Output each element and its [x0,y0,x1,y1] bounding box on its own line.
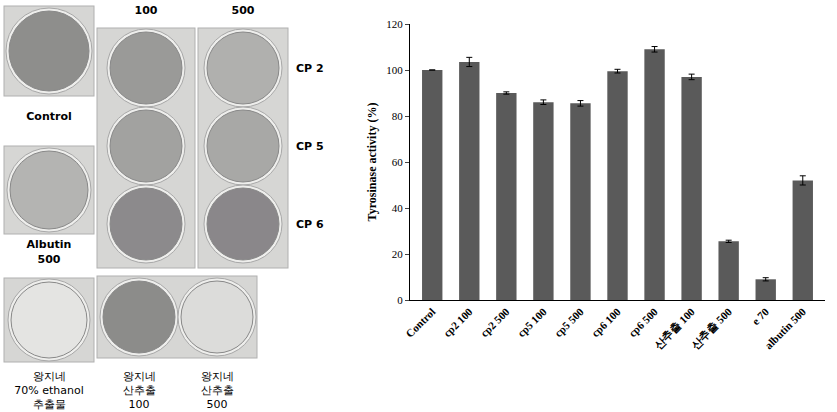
svg-text:추출물: 추출물 [33,398,66,411]
svg-text:60: 60 [392,156,404,168]
svg-text:Control: Control [403,306,437,340]
svg-text:산추출 500: 산추출 500 [689,305,735,351]
svg-text:40: 40 [392,202,404,214]
svg-text:Tyrosinase activity (%): Tyrosinase activity (%) [365,103,379,222]
svg-text:80: 80 [392,110,404,122]
svg-text:CP 5: CP 5 [296,140,324,153]
svg-text:500: 500 [38,253,61,266]
svg-text:왕지네: 왕지네 [201,370,234,383]
svg-text:cp2 500: cp2 500 [478,305,512,339]
svg-text:500: 500 [232,4,255,17]
svg-text:cp6 500: cp6 500 [626,305,660,339]
svg-text:20: 20 [392,248,404,260]
svg-text:0: 0 [397,294,403,306]
svg-text:CP 6: CP 6 [296,218,324,231]
svg-text:100: 100 [386,64,403,76]
svg-text:산추출: 산추출 [123,384,156,397]
svg-text:100: 100 [129,398,150,411]
svg-text:albutin 500: albutin 500 [762,305,808,351]
svg-text:산추출: 산추출 [201,384,234,397]
svg-text:cp2 100: cp2 100 [441,305,475,339]
svg-text:500: 500 [207,398,228,411]
svg-text:e 70: e 70 [749,305,771,327]
svg-text:120: 120 [386,18,403,30]
svg-text:왕지네: 왕지네 [123,370,156,383]
svg-text:CP 2: CP 2 [296,62,324,75]
svg-text:cp5 100: cp5 100 [515,305,549,339]
svg-text:왕지네: 왕지네 [33,370,66,383]
svg-text:70% ethanol: 70% ethanol [14,384,84,397]
svg-text:Albutin: Albutin [27,238,72,251]
svg-text:산추출 100: 산추출 100 [651,305,697,351]
svg-text:cp5 500: cp5 500 [552,305,586,339]
svg-text:cp6 100: cp6 100 [589,305,623,339]
svg-text:Control: Control [26,110,71,123]
svg-text:100: 100 [135,4,158,17]
